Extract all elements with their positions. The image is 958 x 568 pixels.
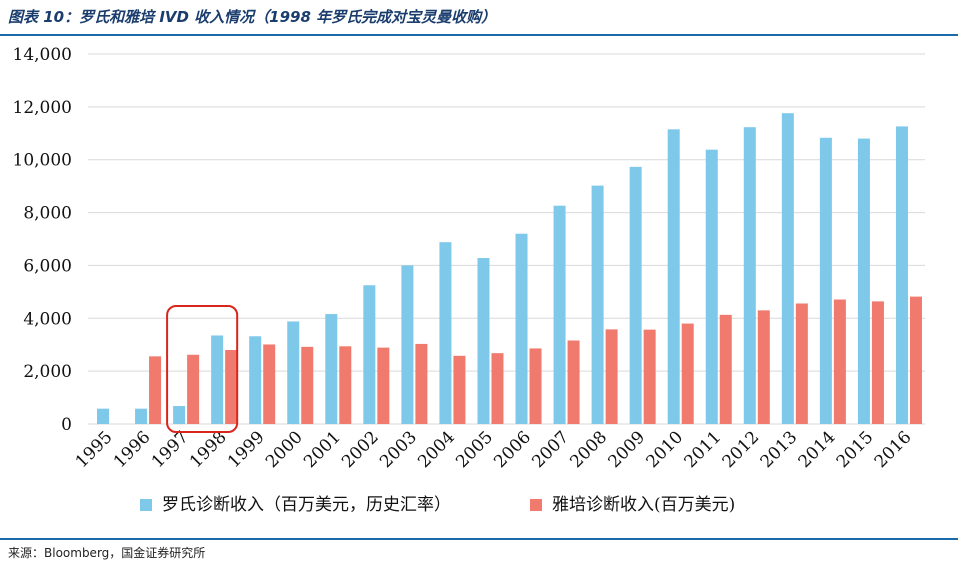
bar-roche <box>401 265 414 424</box>
x-tick-label: 2006 <box>490 427 535 472</box>
x-tick-label: 2007 <box>528 427 573 472</box>
bar-roche <box>857 138 870 425</box>
bar-abbott <box>377 347 390 424</box>
legend-label-abbott: 雅培诊断收入(百万美元) <box>552 495 735 515</box>
bar-roche <box>705 149 718 424</box>
bar-roche <box>211 335 224 424</box>
bar-roche <box>287 321 300 424</box>
y-tick-label: 8,000 <box>23 204 72 224</box>
bar-abbott <box>871 301 884 424</box>
x-tick-label: 2012 <box>719 427 764 472</box>
bar-abbott <box>719 314 732 424</box>
bar-roche <box>363 285 376 424</box>
x-tick-label: 2014 <box>795 427 840 472</box>
bar-abbott <box>909 296 922 424</box>
highlight-box <box>166 305 239 433</box>
x-tick-label: 2011 <box>681 427 726 472</box>
y-tick-label: 12,000 <box>13 98 72 118</box>
bar-abbott <box>681 323 694 424</box>
bar-abbott <box>453 355 466 424</box>
x-tick-label: 1999 <box>224 427 269 472</box>
x-tick-label: 2001 <box>300 427 345 472</box>
bar-abbott <box>833 299 846 424</box>
bar-roche <box>591 185 604 424</box>
y-tick-label: 14,000 <box>13 45 72 65</box>
bar-roche <box>135 408 148 424</box>
x-tick-label: 2016 <box>871 427 916 472</box>
bar-roche <box>553 205 566 424</box>
x-tick-label: 2005 <box>452 427 497 472</box>
bar-chart: 0 2,000 4,000 6,000 8,000 10,000 12,000 14,000 1… <box>13 45 925 515</box>
bar-abbott <box>757 310 770 424</box>
bar-roche <box>819 137 832 424</box>
bar-roche <box>97 408 110 424</box>
x-tick-label: 2000 <box>262 427 307 472</box>
bar-roche <box>249 336 262 424</box>
source-bar: 来源：Bloomberg，国金证券研究所 <box>0 538 958 568</box>
x-tick-label: 2002 <box>338 427 383 472</box>
bar-roche <box>781 113 794 424</box>
x-tick-label: 2008 <box>566 427 611 472</box>
bar-abbott <box>529 348 542 424</box>
bar-abbott <box>339 346 352 424</box>
source-note: 来源：Bloomberg，国金证券研究所 <box>8 546 206 560</box>
bar-abbott <box>301 346 314 424</box>
bar-abbott <box>491 353 504 424</box>
legend-label-roche: 罗氏诊断收入（百万美元，历史汇率） <box>162 495 451 515</box>
bar-abbott <box>187 354 200 424</box>
bar-roche <box>743 127 756 424</box>
x-tick-label: 2004 <box>414 427 459 472</box>
x-tick-label: 2015 <box>833 427 878 472</box>
x-tick-label: 1995 <box>72 427 117 472</box>
x-tick-label: 1998 <box>186 427 231 472</box>
y-tick-label: 4,000 <box>23 309 72 329</box>
y-tick-label: 10,000 <box>13 151 72 171</box>
bar-abbott <box>795 303 808 424</box>
y-tick-label: 6,000 <box>23 256 72 276</box>
bar-abbott <box>263 344 276 424</box>
bar-abbott <box>149 356 162 424</box>
x-tick-label: 2013 <box>757 427 802 472</box>
bar-roche <box>477 258 490 424</box>
x-tick-label: 1997 <box>148 427 193 472</box>
bar-abbott <box>415 343 428 424</box>
x-tick-label: 1996 <box>110 427 155 472</box>
bar-roche <box>515 233 528 424</box>
bar-roche <box>895 126 908 425</box>
title-bar: 图表 10：罗氏和雅培 IVD 收入情况（1998 年罗氏完成对宝灵曼收购） <box>0 0 958 36</box>
x-tick-label: 2010 <box>643 427 688 472</box>
bar-roche <box>667 129 680 425</box>
bar-roche <box>173 406 186 424</box>
bar-roche <box>629 166 642 424</box>
legend-swatch-abbott <box>530 499 542 511</box>
x-tick-label: 2009 <box>604 427 649 472</box>
chart-title: 图表 10：罗氏和雅培 IVD 收入情况（1998 年罗氏完成对宝灵曼收购） <box>8 8 497 26</box>
x-tick-label: 2003 <box>376 427 421 472</box>
bar-roche <box>439 242 452 424</box>
bar-abbott <box>225 350 238 424</box>
y-tick-label: 0 <box>61 415 72 435</box>
bar-abbott <box>605 329 618 424</box>
bar-abbott <box>643 329 656 424</box>
bar-roche <box>325 314 338 424</box>
bar-abbott <box>567 340 580 424</box>
y-tick-label: 2,000 <box>23 362 72 382</box>
legend-swatch-roche <box>140 499 152 511</box>
